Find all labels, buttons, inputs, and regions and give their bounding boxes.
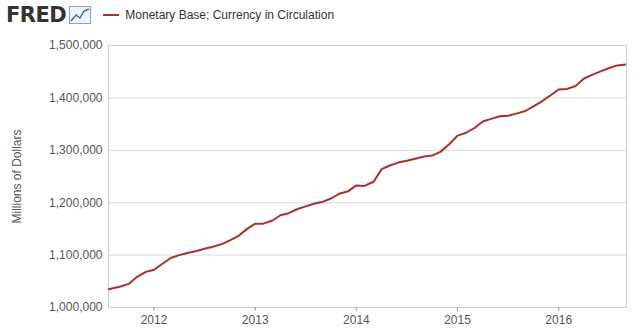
svg-text:2014: 2014 <box>343 313 370 327</box>
html-text:FRED: FRED <box>6 3 67 27</box>
svg-text:2016: 2016 <box>545 313 572 327</box>
svg-text:1,400,000: 1,400,000 <box>49 91 103 105</box>
svg-text:1,100,000: 1,100,000 <box>49 248 103 262</box>
html-text:Monetary Base; Currency in Cir: Monetary Base; Currency in Circulation <box>125 8 335 22</box>
svg-text:2013: 2013 <box>242 313 269 327</box>
svg-text:1,500,000: 1,500,000 <box>49 38 103 52</box>
svg-text:1,300,000: 1,300,000 <box>49 143 103 157</box>
svg-text:Millions of Dollars: Millions of Dollars <box>10 129 24 223</box>
svg-text:1,200,000: 1,200,000 <box>49 196 103 210</box>
svg-text:1,000,000: 1,000,000 <box>49 300 103 314</box>
svg-text:2015: 2015 <box>444 313 471 327</box>
svg-text:2012: 2012 <box>141 313 168 327</box>
